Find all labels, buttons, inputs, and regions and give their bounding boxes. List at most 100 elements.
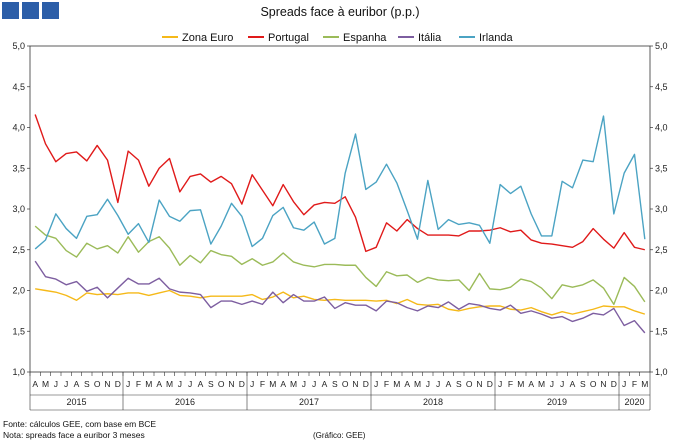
y-tick-label-left: 2,5 [12,245,25,255]
logo-square-3 [42,2,59,19]
chart-credit: (Gráfico: GEE) [313,431,366,440]
footnote: Nota: spreads face a euribor 3 meses [3,430,145,440]
gee-logo [2,2,59,19]
y-tick-label-right: 5,0 [655,41,668,51]
month-label: D [487,379,493,389]
y-tick-label-right: 1,0 [655,367,668,377]
month-label: D [363,379,369,389]
month-label: D [611,379,617,389]
month-label: M [166,379,173,389]
month-label: M [517,379,524,389]
y-axis-right: 1,0 1,5 2,0 2,5 3,0 3,5 4,0 4,5 5,0 [650,41,668,377]
y-tick-label-right: 3,0 [655,204,668,214]
month-label: S [84,379,90,389]
y-tick-label-left: 5,0 [12,41,25,51]
month-label: O [590,379,597,389]
month-label: J [426,379,430,389]
series-line-portugal [34,114,645,253]
month-label: M [290,379,297,389]
month-label: J [126,379,130,389]
month-label: M [42,379,49,389]
month-label: F [632,379,637,389]
month-label: F [136,379,141,389]
chart-title: Spreads face à euribor (p.p.) [260,5,419,19]
year-label: 2019 [547,397,567,407]
month-label: O [94,379,101,389]
y-tick-label-right: 2,5 [655,245,668,255]
legend: Zona Euro Portugal Espanha Itália Irlanda [162,32,514,44]
legend-label: Irlanda [479,32,514,44]
y-tick-label-right: 4,5 [655,82,668,92]
month-label: O [342,379,349,389]
month-label: A [322,379,328,389]
y-tick-label-right: 3,5 [655,163,668,173]
month-label: J [250,379,254,389]
series-lines [34,114,646,334]
legend-label: Portugal [268,32,309,44]
month-label: M [145,379,152,389]
month-label: S [456,379,462,389]
year-label: 2016 [175,397,195,407]
month-label: A [404,379,410,389]
logo-square-1 [2,2,19,19]
series-line-zona-euro [35,288,646,316]
month-label: S [580,379,586,389]
month-label: M [538,379,545,389]
month-label: J [560,379,564,389]
year-label: 2020 [624,397,644,407]
month-label: A [280,379,286,389]
source-note: Fonte: cálculos GEE, com base em BCE [3,419,157,429]
month-label: A [156,379,162,389]
series-line-irlanda [34,115,646,250]
month-label: N [228,379,234,389]
month-label: N [104,379,110,389]
y-tick-label-left: 3,0 [12,204,25,214]
month-label: J [374,379,378,389]
y-tick-label-left: 3,5 [12,163,25,173]
year-label: 2017 [299,397,319,407]
plot-frame [29,45,651,411]
logo-square-2 [22,2,39,19]
legend-label: Espanha [343,32,387,44]
y-axis-left: 1,0 1,5 2,0 2,5 3,0 3,5 4,0 4,5 5,0 [12,41,30,377]
y-tick-label-left: 2,0 [12,286,25,296]
month-label: O [466,379,473,389]
month-label: N [600,379,606,389]
year-label: 2015 [66,397,86,407]
month-label: J [550,379,554,389]
y-tick-label-right: 2,0 [655,286,668,296]
month-label: M [414,379,421,389]
month-label: J [54,379,58,389]
month-label: J [188,379,192,389]
year-label: 2018 [423,397,443,407]
month-label: J [312,379,316,389]
month-label: A [446,379,452,389]
month-label: J [436,379,440,389]
month-label: S [332,379,338,389]
month-label: D [239,379,245,389]
month-label: N [352,379,358,389]
series-line-espanha [34,225,646,306]
month-label: A [528,379,534,389]
month-label: O [218,379,225,389]
y-tick-label-left: 1,5 [12,326,25,336]
y-tick-label-right: 1,5 [655,326,668,336]
month-label: A [198,379,204,389]
month-label: M [393,379,400,389]
month-label: M [269,379,276,389]
month-label: J [64,379,68,389]
legend-label: Zona Euro [182,32,233,44]
month-label: F [384,379,389,389]
series-line-it-lia [34,260,646,334]
month-label: J [498,379,502,389]
month-label: F [260,379,265,389]
y-tick-label-left: 1,0 [12,367,25,377]
y-tick-label-right: 4,0 [655,123,668,133]
month-label: A [74,379,80,389]
legend-label: Itália [418,32,442,44]
month-label: D [115,379,121,389]
month-label: A [32,379,38,389]
month-label: F [508,379,513,389]
month-label: M [641,379,648,389]
